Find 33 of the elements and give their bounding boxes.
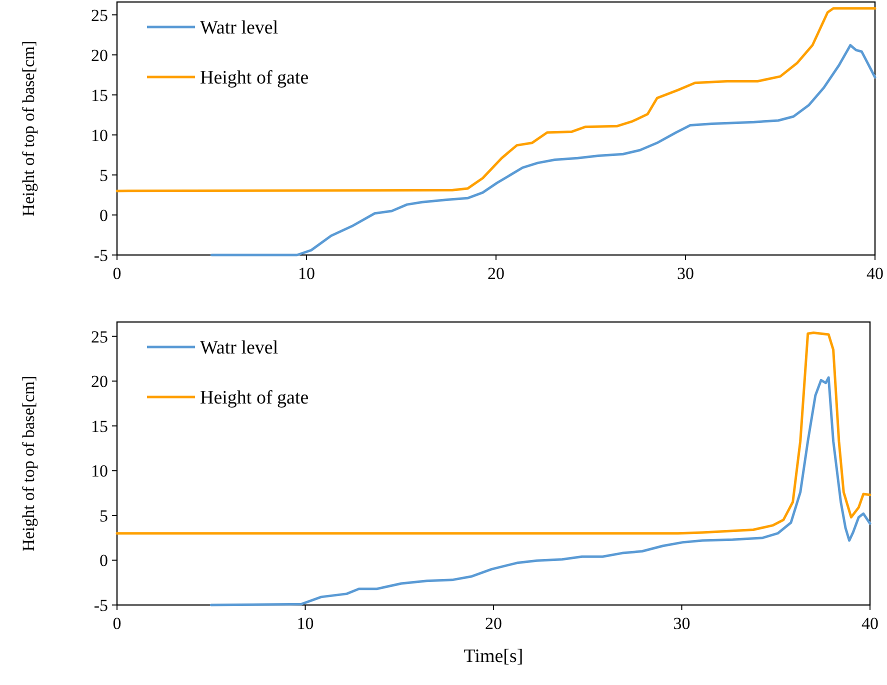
y-tick-label: 10: [91, 462, 108, 481]
x-tick-label: 40: [862, 614, 878, 633]
line-series: [116, 7, 876, 192]
x-tick-label: 20: [488, 264, 504, 283]
x-tick-label: 0: [112, 614, 122, 633]
x-tick-label: 0: [112, 264, 122, 283]
x-tick-label: 20: [485, 614, 502, 633]
y-tick-label: 15: [91, 86, 108, 105]
x-tick-label: 30: [673, 614, 690, 633]
y-tick-label: 15: [91, 416, 108, 436]
y-tick-label: 5: [100, 166, 108, 185]
y-tick-label: 20: [91, 46, 108, 65]
legend-label: Height of gate: [200, 68, 309, 89]
y-tick-label: -5: [94, 246, 108, 265]
y-axis-title: Height of top of base[cm]: [19, 376, 38, 552]
y-tick-label: 20: [91, 372, 108, 392]
x-tick-label: 10: [298, 264, 315, 283]
x-tick-label: 30: [677, 264, 694, 283]
x-axis-title: Time[s]: [464, 646, 524, 667]
y-tick-label: 0: [100, 551, 108, 570]
x-tick-label: 10: [296, 614, 314, 633]
y-tick-label: 25: [91, 6, 108, 25]
legend-label: Height of gate: [200, 388, 309, 409]
y-tick-label: 5: [100, 506, 108, 526]
legend-label: Watr level: [200, 338, 278, 359]
x-tick-label: 40: [866, 264, 884, 283]
line-series: [116, 331, 872, 535]
y-axis-title: Height of top of base[cm]: [19, 40, 38, 216]
y-tick-label: 25: [91, 327, 108, 346]
y-tick-label: -5: [94, 596, 108, 615]
y-tick-label: 10: [91, 126, 108, 145]
legend-label: Watr level: [200, 18, 278, 39]
y-tick-label: 0: [100, 206, 108, 225]
